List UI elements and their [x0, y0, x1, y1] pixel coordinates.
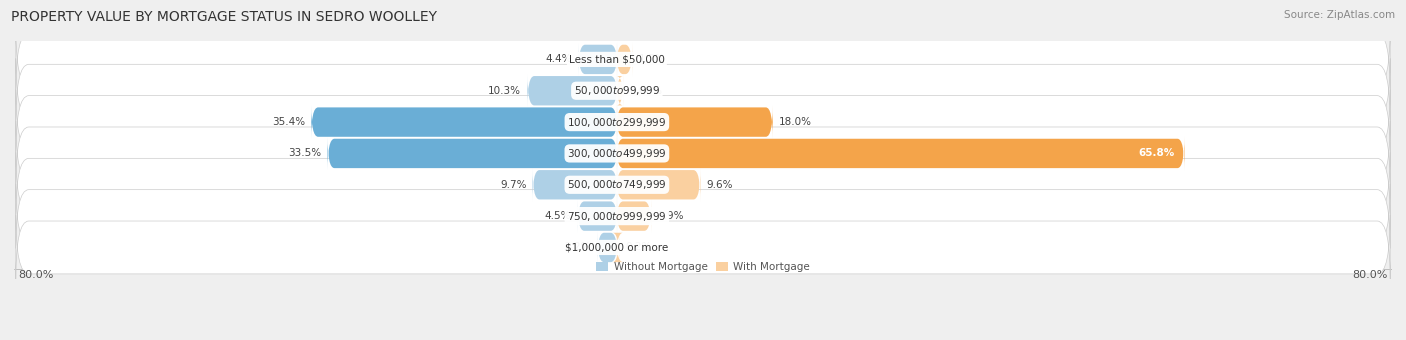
Text: 80.0%: 80.0%	[1353, 270, 1388, 280]
Text: 0.2%: 0.2%	[626, 242, 652, 253]
Text: 33.5%: 33.5%	[288, 149, 322, 158]
Text: Source: ZipAtlas.com: Source: ZipAtlas.com	[1284, 10, 1395, 20]
FancyBboxPatch shape	[15, 152, 1391, 217]
FancyBboxPatch shape	[616, 200, 651, 233]
FancyBboxPatch shape	[598, 231, 617, 264]
FancyBboxPatch shape	[616, 43, 633, 76]
Text: 4.5%: 4.5%	[544, 211, 571, 221]
FancyBboxPatch shape	[527, 74, 617, 107]
Text: 1.7%: 1.7%	[638, 54, 665, 64]
FancyBboxPatch shape	[15, 121, 1391, 186]
Text: 3.9%: 3.9%	[658, 211, 683, 221]
FancyBboxPatch shape	[533, 168, 617, 201]
Text: Less than $50,000: Less than $50,000	[569, 54, 665, 64]
FancyBboxPatch shape	[578, 200, 617, 233]
Text: 10.3%: 10.3%	[488, 86, 522, 96]
FancyBboxPatch shape	[616, 168, 700, 201]
Text: 4.4%: 4.4%	[546, 54, 572, 64]
Legend: Without Mortgage, With Mortgage: Without Mortgage, With Mortgage	[592, 258, 814, 276]
Text: 9.7%: 9.7%	[501, 180, 526, 190]
FancyBboxPatch shape	[15, 27, 1391, 92]
Text: 18.0%: 18.0%	[779, 117, 811, 127]
Text: $300,000 to $499,999: $300,000 to $499,999	[567, 147, 666, 160]
FancyBboxPatch shape	[616, 74, 624, 107]
FancyBboxPatch shape	[578, 43, 617, 76]
Text: $500,000 to $749,999: $500,000 to $749,999	[567, 178, 666, 191]
Text: $50,000 to $99,999: $50,000 to $99,999	[574, 84, 659, 97]
FancyBboxPatch shape	[15, 215, 1391, 280]
Text: $1,000,000 or more: $1,000,000 or more	[565, 242, 668, 253]
FancyBboxPatch shape	[616, 105, 773, 139]
FancyBboxPatch shape	[613, 231, 623, 264]
Text: 9.6%: 9.6%	[706, 180, 733, 190]
Text: PROPERTY VALUE BY MORTGAGE STATUS IN SEDRO WOOLLEY: PROPERTY VALUE BY MORTGAGE STATUS IN SED…	[11, 10, 437, 24]
FancyBboxPatch shape	[328, 137, 617, 170]
FancyBboxPatch shape	[311, 105, 617, 139]
Text: 35.4%: 35.4%	[271, 117, 305, 127]
Text: 0.68%: 0.68%	[630, 86, 662, 96]
FancyBboxPatch shape	[616, 137, 1184, 170]
Text: 65.8%: 65.8%	[1139, 149, 1175, 158]
Text: $100,000 to $299,999: $100,000 to $299,999	[567, 116, 666, 129]
Text: 2.2%: 2.2%	[565, 242, 591, 253]
FancyBboxPatch shape	[15, 184, 1391, 249]
Text: 80.0%: 80.0%	[18, 270, 53, 280]
Text: $750,000 to $999,999: $750,000 to $999,999	[567, 210, 666, 223]
FancyBboxPatch shape	[15, 58, 1391, 123]
FancyBboxPatch shape	[15, 90, 1391, 154]
